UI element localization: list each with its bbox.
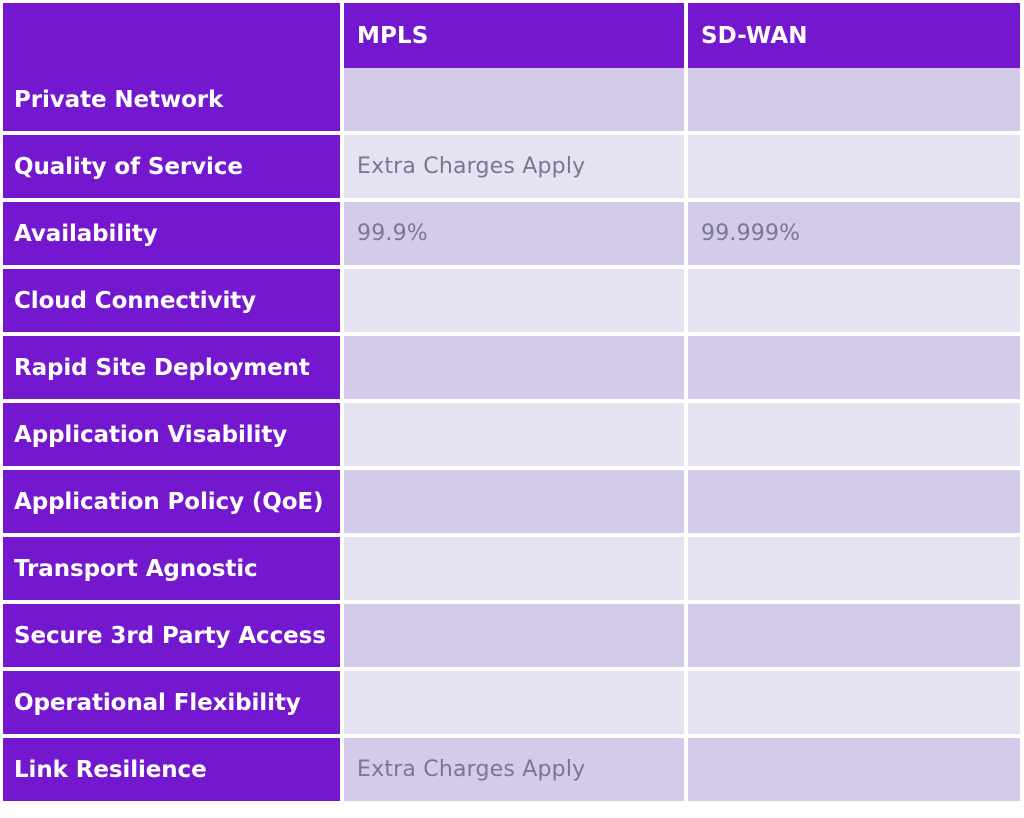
feature-label: Application Policy (QoE) bbox=[14, 488, 324, 515]
mpls-value: Extra Charges Apply bbox=[357, 757, 586, 782]
table-header-row: MPLS SD-WAN bbox=[3, 3, 1020, 68]
table-row: Quality of Service Extra Charges Apply bbox=[3, 135, 1020, 198]
mpls-value-cell bbox=[344, 671, 684, 734]
feature-label-cell: Secure 3rd Party Access bbox=[3, 604, 340, 667]
mpls-value: Extra Charges Apply bbox=[357, 154, 586, 179]
table-body: Private Network Quality of Service Extra C… bbox=[3, 68, 1020, 801]
sdwan-value-cell bbox=[688, 537, 1020, 600]
feature-label-cell: Link Resilience bbox=[3, 738, 340, 801]
sdwan-value-cell bbox=[688, 604, 1020, 667]
sdwan-value-cell bbox=[688, 269, 1020, 332]
sdwan-value-cell bbox=[688, 68, 1020, 131]
table-row: Application Visability bbox=[3, 403, 1020, 466]
feature-label: Operational Flexibility bbox=[14, 689, 301, 716]
table-row: Link Resilience Extra Charges Apply bbox=[3, 738, 1020, 801]
header-cell-sdwan: SD-WAN bbox=[688, 3, 1020, 68]
header-label-mpls: MPLS bbox=[357, 22, 429, 49]
feature-label-cell: Rapid Site Deployment bbox=[3, 336, 340, 399]
feature-label-cell: Private Network bbox=[3, 68, 340, 131]
sdwan-value-cell bbox=[688, 738, 1020, 801]
sdwan-value-cell bbox=[688, 403, 1020, 466]
table-row: Private Network bbox=[3, 68, 1020, 131]
feature-label: Rapid Site Deployment bbox=[14, 354, 310, 381]
feature-label: Application Visability bbox=[14, 421, 288, 448]
header-cell-feature bbox=[3, 3, 340, 68]
feature-label: Availability bbox=[14, 220, 158, 247]
mpls-value-cell bbox=[344, 269, 684, 332]
feature-label-cell: Application Visability bbox=[3, 403, 340, 466]
feature-label: Transport Agnostic bbox=[14, 555, 258, 582]
mpls-value-cell bbox=[344, 537, 684, 600]
mpls-value-cell bbox=[344, 336, 684, 399]
mpls-value-cell bbox=[344, 68, 684, 131]
table-row: Application Policy (QoE) bbox=[3, 470, 1020, 533]
feature-label: Quality of Service bbox=[14, 153, 243, 180]
mpls-value-cell: Extra Charges Apply bbox=[344, 738, 684, 801]
sdwan-value-cell bbox=[688, 470, 1020, 533]
sdwan-value-cell bbox=[688, 671, 1020, 734]
sdwan-value-cell bbox=[688, 336, 1020, 399]
table-row: Availability 99.9% 99.999% bbox=[3, 202, 1020, 265]
mpls-value-cell bbox=[344, 604, 684, 667]
feature-label: Link Resilience bbox=[14, 756, 207, 783]
header-label-sdwan: SD-WAN bbox=[701, 22, 808, 49]
feature-label-cell: Cloud Connectivity bbox=[3, 269, 340, 332]
feature-label: Private Network bbox=[14, 86, 224, 113]
table-row: Rapid Site Deployment bbox=[3, 336, 1020, 399]
mpls-value-cell bbox=[344, 403, 684, 466]
sdwan-value-cell: 99.999% bbox=[688, 202, 1020, 265]
feature-label-cell: Application Policy (QoE) bbox=[3, 470, 340, 533]
mpls-value-cell: 99.9% bbox=[344, 202, 684, 265]
feature-label-cell: Operational Flexibility bbox=[3, 671, 340, 734]
feature-label: Secure 3rd Party Access bbox=[14, 622, 326, 649]
mpls-value-cell bbox=[344, 470, 684, 533]
table-row: Cloud Connectivity bbox=[3, 269, 1020, 332]
mpls-value: 99.9% bbox=[357, 221, 428, 246]
table-row: Secure 3rd Party Access bbox=[3, 604, 1020, 667]
sdwan-value: 99.999% bbox=[701, 221, 801, 246]
feature-label-cell: Availability bbox=[3, 202, 340, 265]
table-row: Operational Flexibility bbox=[3, 671, 1020, 734]
feature-label-cell: Quality of Service bbox=[3, 135, 340, 198]
feature-label-cell: Transport Agnostic bbox=[3, 537, 340, 600]
header-cell-mpls: MPLS bbox=[344, 3, 684, 68]
feature-label: Cloud Connectivity bbox=[14, 287, 257, 314]
sdwan-value-cell bbox=[688, 135, 1020, 198]
table-row: Transport Agnostic bbox=[3, 537, 1020, 600]
mpls-value-cell: Extra Charges Apply bbox=[344, 135, 684, 198]
